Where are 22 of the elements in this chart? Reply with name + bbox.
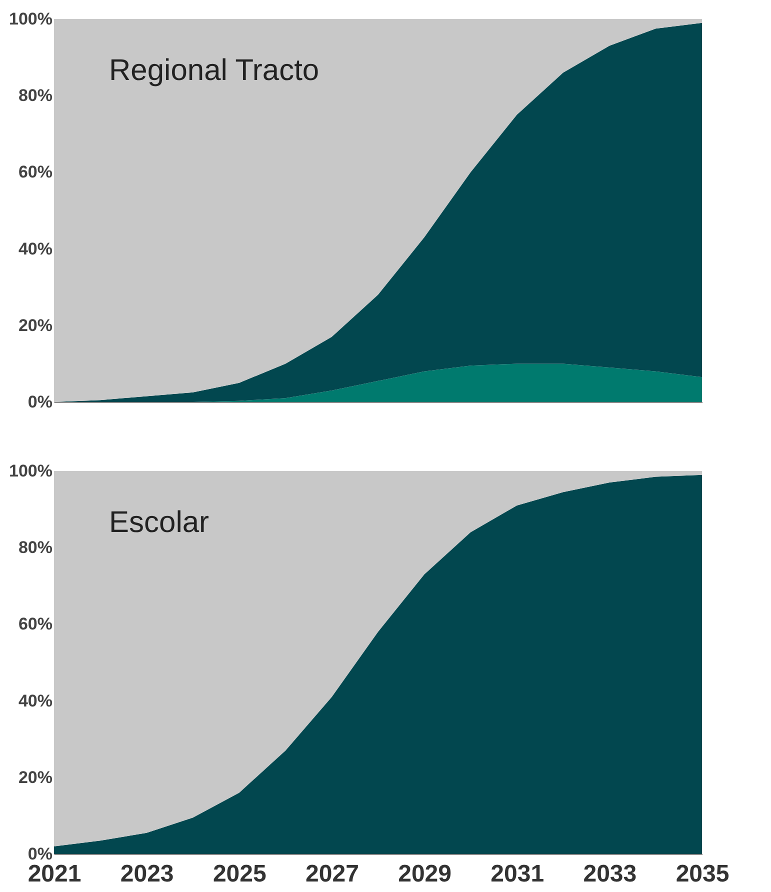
y-tick-label: 20% xyxy=(18,316,52,335)
y-tick-label: 100% xyxy=(9,10,52,28)
y-tick-label: 60% xyxy=(18,162,52,182)
x-tick-label: 2035 xyxy=(676,860,730,888)
x-tick-label: 2025 xyxy=(212,860,266,888)
text: Escolar xyxy=(109,506,210,539)
x-tick-label: 2027 xyxy=(306,860,359,888)
y-tick-label: 60% xyxy=(18,614,52,634)
y-tick-label: 0% xyxy=(28,392,52,412)
y-tick-label: 80% xyxy=(18,86,52,106)
x-tick-label: 2021 xyxy=(28,860,82,888)
text: Regional Tracto xyxy=(109,54,320,87)
x-tick-label: 2023 xyxy=(120,860,174,888)
x-tick-label: 2033 xyxy=(583,860,637,888)
y-tick-label: 80% xyxy=(18,538,52,558)
x-tick-label: 2031 xyxy=(490,860,544,888)
y-tick-label: 100% xyxy=(9,462,52,480)
y-tick-label: 0% xyxy=(28,844,52,864)
y-tick-label: 20% xyxy=(18,768,52,787)
x-tick-label: 2029 xyxy=(398,860,452,888)
y-tick-label: 40% xyxy=(18,239,52,258)
y-tick-label: 40% xyxy=(18,691,52,710)
